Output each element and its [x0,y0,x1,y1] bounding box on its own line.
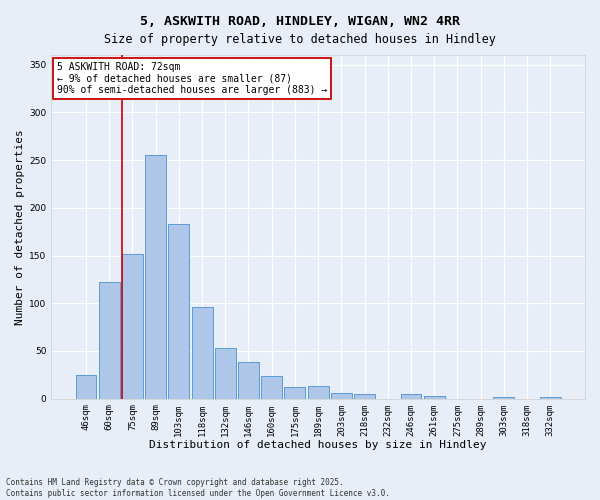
Bar [99,282,119,399]
Text: Size of property relative to detached houses in Hindley: Size of property relative to detached ho… [104,32,496,46]
Bar [401,394,421,398]
Text: 5, ASKWITH ROAD, HINDLEY, WIGAN, WN2 4RR: 5, ASKWITH ROAD, HINDLEY, WIGAN, WN2 4RR [140,15,460,28]
Bar [493,397,514,398]
Bar [261,376,282,398]
Y-axis label: Number of detached properties: Number of detached properties [15,129,25,324]
Bar [145,156,166,398]
Bar [540,397,561,398]
Bar [354,394,375,398]
X-axis label: Distribution of detached houses by size in Hindley: Distribution of detached houses by size … [149,440,487,450]
Bar [424,396,445,398]
Bar [284,388,305,398]
Bar [122,254,143,398]
Text: Contains HM Land Registry data © Crown copyright and database right 2025.
Contai: Contains HM Land Registry data © Crown c… [6,478,390,498]
Bar [308,386,329,398]
Bar [169,224,189,398]
Text: 5 ASKWITH ROAD: 72sqm
← 9% of detached houses are smaller (87)
90% of semi-detac: 5 ASKWITH ROAD: 72sqm ← 9% of detached h… [56,62,327,95]
Bar [331,393,352,398]
Bar [76,375,97,398]
Bar [238,362,259,398]
Bar [215,348,236,399]
Bar [191,307,212,398]
